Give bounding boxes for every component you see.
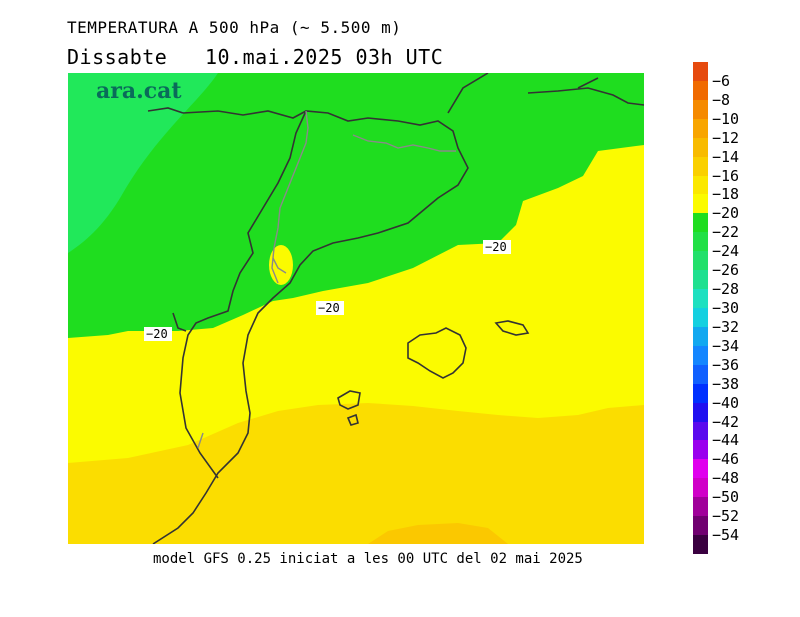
colorbar xyxy=(693,62,708,555)
coastlines xyxy=(147,73,644,544)
colorbar-segment xyxy=(693,118,708,139)
colorbar-segment xyxy=(693,99,708,120)
colorbar-label: −32 xyxy=(712,317,740,336)
colorbar-segment xyxy=(693,345,708,366)
colorbar-segment xyxy=(693,326,708,347)
colorbar-label: −50 xyxy=(712,488,740,507)
model-run-footer: model GFS 0.25 iniciat a les 00 UTC del … xyxy=(153,551,583,567)
colorbar-segment xyxy=(693,270,708,290)
colorbar-label: −10 xyxy=(712,109,740,128)
colorbar-label: −12 xyxy=(712,128,740,147)
colorbar-label: −22 xyxy=(712,223,740,242)
colorbar-segment xyxy=(693,289,708,309)
colorbar-label: −8 xyxy=(712,90,731,109)
contour-label-box xyxy=(144,327,172,341)
colorbar-segment xyxy=(693,383,708,404)
country-borders xyxy=(197,110,456,449)
colorbar-label: −20 xyxy=(712,204,740,223)
temperature-map: −20 −20 −20 ara.cat xyxy=(68,73,644,544)
region-minus16-fill xyxy=(68,403,644,544)
contour-label: −20 xyxy=(485,240,507,254)
colorbar-segment xyxy=(693,516,708,536)
colorbar-segment xyxy=(693,194,708,214)
contour-label-box xyxy=(316,301,344,315)
colorbar-segment xyxy=(693,308,708,328)
colorbar-segment xyxy=(693,459,708,479)
colorbar-label: −34 xyxy=(712,336,740,355)
contour-label-box xyxy=(483,240,511,254)
map-canvas: −20 −20 −20 ara.cat xyxy=(68,73,644,544)
colorbar-segment xyxy=(693,478,708,498)
colorbar-segment xyxy=(693,213,708,233)
colorbar-label: −44 xyxy=(712,431,740,450)
colorbar-label: −16 xyxy=(712,166,740,185)
colorbar-segment xyxy=(693,80,708,101)
colorbar-label: −54 xyxy=(712,526,740,545)
colorbar-label: −40 xyxy=(712,393,740,412)
colorbar-segment xyxy=(693,137,708,158)
colorbar-label: −30 xyxy=(712,299,740,317)
colorbar-label: −48 xyxy=(712,469,740,488)
colorbar-segment xyxy=(693,402,708,423)
colorbar-label: −24 xyxy=(712,242,740,261)
colorbar-label: −6 xyxy=(712,71,731,90)
colorbar-segment xyxy=(693,535,708,555)
colorbar-label: −14 xyxy=(712,147,740,166)
colorbar-label: −38 xyxy=(712,374,740,393)
colorbar-segment xyxy=(693,232,708,252)
colorbar-label: −42 xyxy=(712,412,740,431)
colorbar-segment xyxy=(693,251,708,271)
colorbar-segment xyxy=(693,156,708,177)
colorbar-segment xyxy=(693,175,708,195)
contour-label: −20 xyxy=(318,301,340,315)
colorbar-segment xyxy=(693,421,708,441)
colorbar-segment xyxy=(693,440,708,460)
region-minus14-fill xyxy=(368,523,508,544)
colorbar-label: −46 xyxy=(712,450,740,469)
colorbar-label: −26 xyxy=(712,261,740,280)
logo: ara.cat xyxy=(96,78,182,104)
contour-label-group: −20 −20 −20 xyxy=(144,240,511,341)
colorbar-label: −52 xyxy=(712,507,740,526)
colorbar-label: −18 xyxy=(712,185,740,204)
colorbar-segment xyxy=(693,62,708,82)
chart-title: TEMPERATURA A 500 hPa (~ 5.500 m) xyxy=(67,18,402,37)
colorbar-segment xyxy=(693,364,708,385)
colorbar-label: −36 xyxy=(712,355,740,374)
chart-subtitle: Dissabte 10.mai.2025 03h UTC xyxy=(67,45,444,69)
colorbar-segment xyxy=(693,497,708,517)
colorbar-label: −28 xyxy=(712,280,740,299)
colder-region-fill xyxy=(68,73,218,253)
contour-label: −20 xyxy=(146,327,168,341)
